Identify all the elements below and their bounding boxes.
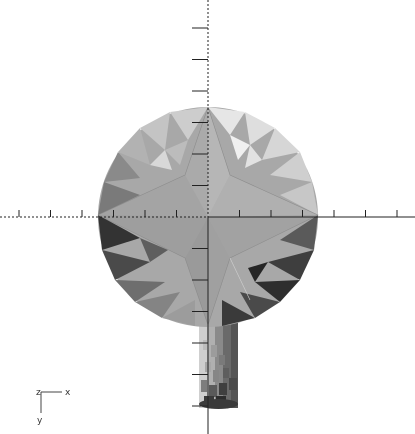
star-prism: [97, 106, 319, 326]
axes-orientation-indicator: z x y: [36, 388, 71, 426]
indicator-x-label: x: [65, 388, 71, 398]
indicator-z-label: z: [36, 388, 41, 398]
indicator-y-label: y: [37, 416, 43, 426]
axis-ticks: [18, 27, 398, 407]
